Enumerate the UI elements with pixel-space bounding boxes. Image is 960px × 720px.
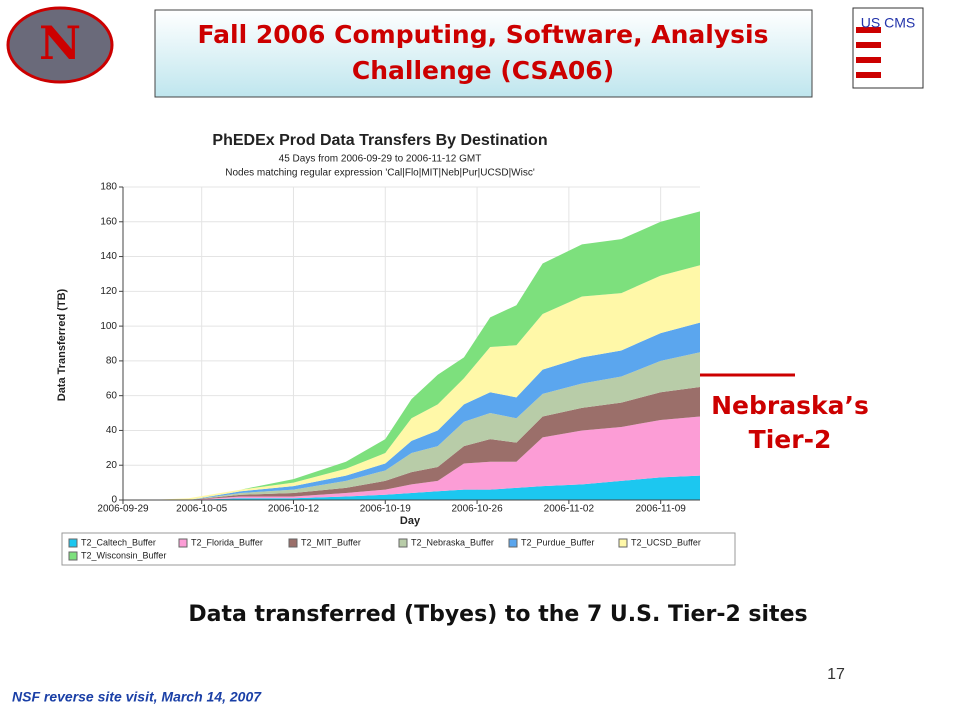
- title-box: [154, 9, 813, 98]
- legend-label: T2_MIT_Buffer: [301, 537, 361, 547]
- page-number: 17: [827, 666, 845, 683]
- y-tick-label: 60: [106, 390, 118, 401]
- legend: [61, 532, 736, 566]
- chart-title: PhEDEx Prod Data Transfers By Destinatio…: [212, 132, 547, 149]
- x-tick-label: 2006-10-19: [360, 504, 412, 515]
- x-tick-label: 2006-11-02: [544, 504, 595, 515]
- y-axis-label: Data Transferred (TB): [56, 288, 68, 401]
- chart-subtitle: Nodes matching regular expression 'Cal|F…: [225, 168, 535, 179]
- area: [149, 211, 700, 500]
- legend-swatch: [288, 538, 298, 548]
- logo-left: [6, 6, 114, 84]
- annotation: Tier-2: [749, 425, 832, 454]
- x-tick-label: 2006-10-12: [268, 504, 320, 515]
- area: [149, 322, 700, 500]
- logo-left-text: N: [39, 16, 81, 70]
- chart-subtitle: 45 Days from 2006-09-29 to 2006-11-12 GM…: [279, 154, 482, 165]
- area: [149, 386, 700, 500]
- caption: Data transferred (Tbyes) to the 7 U.S. T…: [188, 602, 807, 627]
- area: [149, 416, 700, 500]
- y-tick-label: 20: [106, 460, 118, 471]
- legend-label: T2_Wisconsin_Buffer: [81, 550, 166, 560]
- x-axis-label: Day: [400, 515, 421, 527]
- y-tick-label: 0: [111, 495, 117, 506]
- y-tick-label: 40: [106, 425, 118, 436]
- logo-stripes: [856, 27, 881, 78]
- legend-swatch: [68, 551, 78, 561]
- area: [149, 352, 700, 500]
- logo-right-text: US CMS: [861, 15, 915, 31]
- legend-label: T2_UCSD_Buffer: [631, 537, 701, 547]
- y-tick-label: 100: [100, 321, 117, 332]
- legend-label: T2_Nebraska_Buffer: [411, 537, 494, 547]
- legend-swatch: [398, 538, 408, 548]
- y-tick-label: 160: [100, 216, 117, 227]
- slide-title: Challenge (CSA06): [352, 56, 614, 85]
- plot: 0 20 40 60 80 100 120 140 160 180 2006-09-29 2006-1…: [68, 182, 701, 561]
- legend-swatch: [618, 538, 628, 548]
- legend-swatch: [68, 538, 78, 548]
- legend-swatch: [508, 538, 518, 548]
- annotation: Nebraska’s: [711, 391, 869, 420]
- footer: NSF reverse site visit, March 14, 2007: [12, 689, 262, 705]
- x-tick-label: 2006-10-26: [451, 504, 503, 515]
- x-tick-label: 2006-11-09: [635, 504, 686, 515]
- legend-label: T2_Florida_Buffer: [191, 537, 263, 547]
- y-tick-label: 180: [100, 182, 117, 193]
- y-tick-label: 120: [100, 286, 117, 297]
- slide-title: Fall 2006 Computing, Software, Analysis: [198, 20, 769, 49]
- area: [149, 265, 700, 500]
- y-tick-label: 80: [106, 356, 118, 367]
- legend-swatch: [178, 538, 188, 548]
- area: [149, 475, 700, 500]
- legend-label: T2_Caltech_Buffer: [81, 537, 156, 547]
- y-tick-label: 140: [100, 251, 117, 262]
- legend-label: T2_Purdue_Buffer: [521, 537, 594, 547]
- x-tick-label: 2006-09-29: [97, 504, 149, 515]
- x-tick-label: 2006-10-05: [176, 504, 228, 515]
